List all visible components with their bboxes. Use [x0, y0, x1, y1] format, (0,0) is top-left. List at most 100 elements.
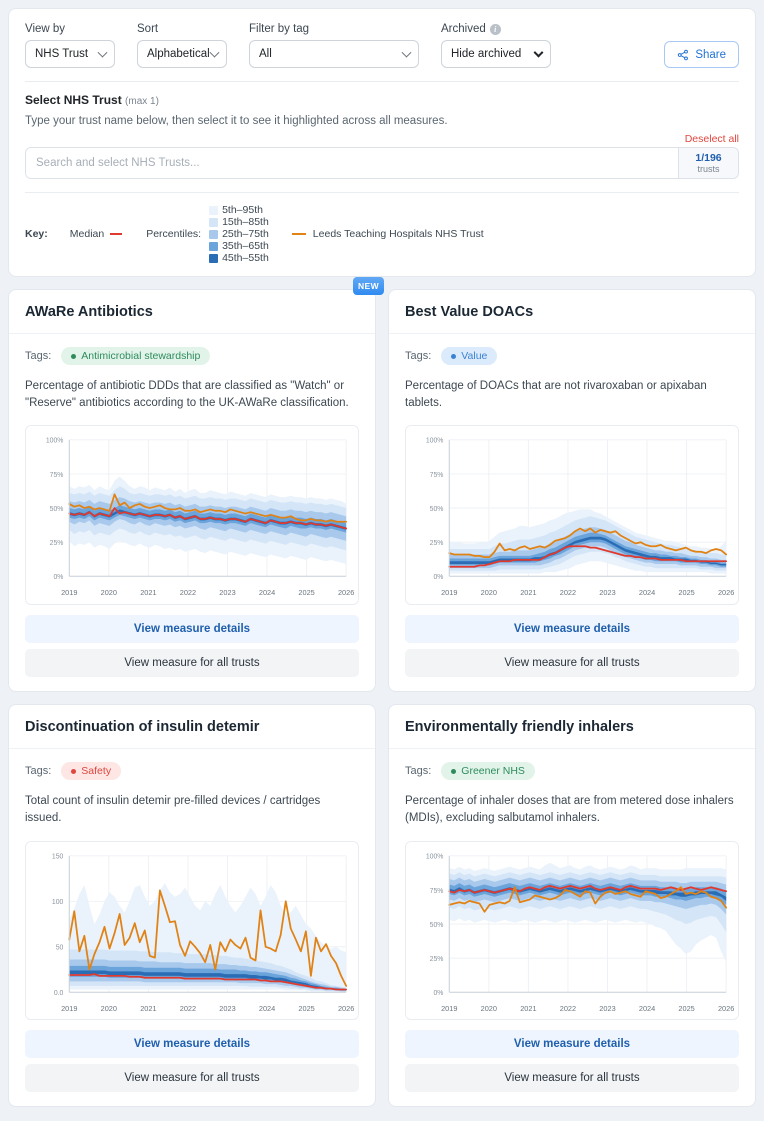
view-by-control: View by NHS Trust: [25, 23, 115, 68]
tags-row: Tags: Greener NHS: [405, 762, 739, 781]
key-percentile-item: 35th–65th: [209, 240, 269, 252]
measure-sparkline-chart: 0% 25% 50% 75% 100% 2019 2020 2021 2022 2023 2024 2…: [410, 845, 734, 1018]
measure-sparkline-chart: 0% 25% 50% 75% 100% 2019 2020 2021 2022 2023 2024 2…: [30, 430, 354, 603]
view-measure-all-trusts-button[interactable]: View measure for all trusts: [25, 1064, 359, 1093]
view-measure-details-button[interactable]: View measure details: [25, 1030, 359, 1059]
info-icon[interactable]: i: [489, 23, 501, 35]
key-percentiles-label: Percentiles:: [146, 228, 202, 240]
measure-card-footer: View measure details View measure for all…: [389, 1020, 755, 1106]
measure-card-body: Tags: Greener NHS Percentage of inhaler do…: [389, 749, 755, 1021]
sort-value: Alphabetical: [147, 48, 210, 60]
sort-control: Sort Alphabetical: [137, 23, 227, 68]
sort-select[interactable]: Alphabetical: [137, 40, 227, 68]
tag-dot-icon: [71, 353, 77, 359]
svg-text:2025: 2025: [298, 1003, 314, 1012]
svg-text:25%: 25%: [430, 956, 444, 963]
svg-text:0%: 0%: [433, 990, 443, 997]
svg-text:2020: 2020: [481, 588, 497, 597]
measure-card-header: Best Value DOACs: [389, 290, 755, 334]
key-percentile-item: 45th–55th: [209, 252, 269, 264]
deselect-all-link[interactable]: Deselect all: [684, 133, 739, 145]
measure-tag[interactable]: Greener NHS: [441, 762, 535, 781]
measure-chart[interactable]: 0.0 50 100 150 2019 2020 2021 2022 2023 2024 2025 2…: [25, 840, 359, 1021]
trust-count-label: trusts: [697, 164, 720, 174]
key-percentile-item: 15th–85th: [209, 216, 269, 228]
measure-tag[interactable]: Value: [441, 347, 498, 365]
measure-tag-label: Value: [461, 350, 488, 362]
svg-text:100: 100: [52, 899, 64, 906]
svg-text:2020: 2020: [101, 1003, 117, 1012]
svg-text:2023: 2023: [599, 1003, 615, 1012]
svg-text:2025: 2025: [678, 588, 694, 597]
measure-description: Percentage of DOACs that are not rivarox…: [405, 380, 707, 409]
key-label: Key:: [25, 228, 48, 240]
svg-text:2026: 2026: [338, 1003, 354, 1012]
percentile-swatch: [209, 205, 219, 215]
tags-label: Tags:: [25, 350, 52, 362]
share-button[interactable]: Share: [664, 41, 739, 68]
archived-select[interactable]: Hide archived: [441, 40, 551, 68]
measure-card-header: AWaRe Antibiotics: [9, 290, 375, 334]
svg-text:2020: 2020: [101, 588, 117, 597]
svg-text:2022: 2022: [180, 1003, 196, 1012]
select-trust-help: Type your trust name below, then select …: [25, 115, 448, 127]
percentile-swatch: [209, 217, 219, 227]
measure-description: Percentage of inhaler doses that are fro…: [405, 795, 734, 824]
measure-tag-label: Safety: [81, 765, 112, 778]
deselect-row: Deselect all: [25, 133, 739, 145]
key-trust-swatch: [291, 233, 306, 235]
measure-card-footer: View measure details View measure for all…: [389, 605, 755, 691]
svg-text:2023: 2023: [219, 1003, 235, 1012]
svg-text:100%: 100%: [426, 438, 444, 445]
view-by-label: View by: [25, 23, 66, 35]
measure-title: Environmentally friendly inhalers: [405, 719, 634, 736]
view-measure-details-button[interactable]: View measure details: [25, 615, 359, 644]
measure-sparkline-chart: 0.0 50 100 150 2019 2020 2021 2022 2023 2024 2025 2…: [30, 845, 354, 1018]
percentile-swatch: [209, 229, 219, 239]
view-measure-details-button[interactable]: View measure details: [405, 615, 739, 644]
percentile-label: 35th–65th: [222, 240, 269, 252]
view-measure-all-trusts-button[interactable]: View measure for all trusts: [405, 649, 739, 678]
view-by-select[interactable]: NHS Trust: [25, 40, 115, 68]
trust-search-row: 1/196 trusts: [25, 147, 739, 179]
measure-tag-label: Greener NHS: [461, 765, 525, 778]
filter-by-tag-select[interactable]: All: [249, 40, 419, 68]
svg-text:2021: 2021: [520, 588, 536, 597]
measure-card-body: Tags: Value Percentage of DOACs that are n…: [389, 334, 755, 606]
measure-tag-label: Antimicrobial stewardship: [81, 350, 201, 362]
measure-card-header: Discontinuation of insulin detemir: [9, 705, 375, 750]
filter-by-tag-control: Filter by tag All: [249, 23, 419, 68]
measure-card-body: Tags: Antimicrobial stewardship Percentage…: [9, 334, 375, 606]
measure-tag[interactable]: Antimicrobial stewardship: [61, 347, 211, 365]
select-trust-max-note: (max 1): [125, 96, 159, 107]
view-measure-all-trusts-button[interactable]: View measure for all trusts: [405, 1064, 739, 1093]
measure-chart[interactable]: 0% 25% 50% 75% 100% 2019 2020 2021 2022 2023 2024 2…: [25, 425, 359, 606]
svg-text:2019: 2019: [61, 588, 77, 597]
svg-text:2020: 2020: [481, 1003, 497, 1012]
percentile-label: 45th–55th: [222, 252, 269, 264]
key-divider: [25, 192, 739, 193]
svg-text:75%: 75%: [50, 472, 64, 479]
share-icon: [678, 49, 689, 60]
tags-label: Tags:: [405, 765, 432, 778]
view-measure-details-button[interactable]: View measure details: [405, 1030, 739, 1059]
svg-text:2021: 2021: [520, 1003, 536, 1012]
measure-tag[interactable]: Safety: [61, 762, 122, 781]
controls-row: View by NHS Trust Sort Alphabetical Filt…: [25, 23, 739, 68]
svg-text:2026: 2026: [718, 1003, 734, 1012]
svg-text:2025: 2025: [678, 1003, 694, 1012]
measure-chart[interactable]: 0% 25% 50% 75% 100% 2019 2020 2021 2022 2023 2024 2…: [405, 425, 739, 606]
svg-text:0%: 0%: [433, 575, 443, 582]
measure-chart[interactable]: 0% 25% 50% 75% 100% 2019 2020 2021 2022 2023 2024 2…: [405, 840, 739, 1021]
key-trust-label: Leeds Teaching Hospitals NHS Trust: [312, 228, 484, 240]
trust-search-input[interactable]: [26, 148, 678, 178]
view-measure-all-trusts-button[interactable]: View measure for all trusts: [25, 649, 359, 678]
share-button-label: Share: [695, 48, 726, 61]
chevron-down-icon: [401, 47, 412, 58]
key-trust: Leeds Teaching Hospitals NHS Trust: [291, 228, 484, 240]
select-trust-title: Select NHS Trust (max 1): [25, 93, 739, 107]
svg-text:75%: 75%: [430, 472, 444, 479]
svg-text:2024: 2024: [639, 1003, 655, 1012]
tags-label: Tags:: [405, 350, 432, 362]
key-percentile-items: 5th–95th 15th–85th 25th–75th 35th–65th 45th–…: [209, 204, 278, 264]
